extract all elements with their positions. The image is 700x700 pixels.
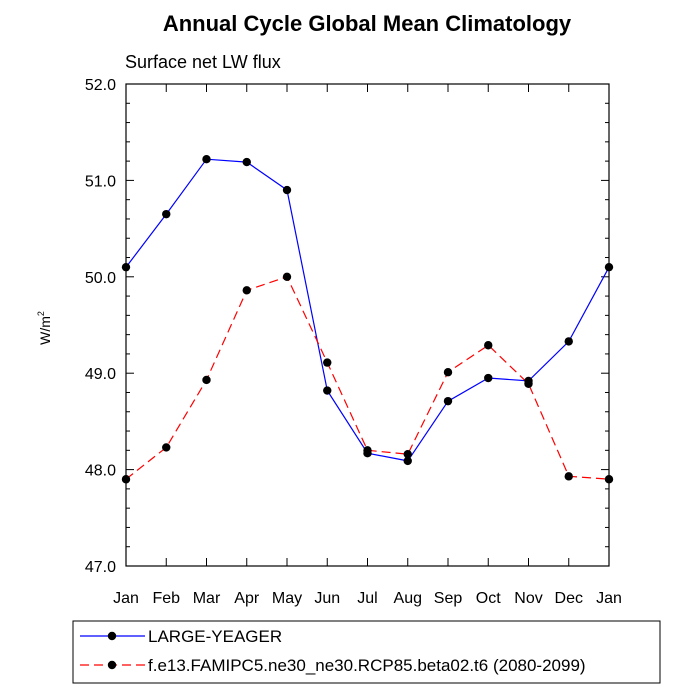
series-0-point bbox=[202, 154, 211, 164]
series-1-point bbox=[564, 472, 573, 481]
series-0-point bbox=[564, 337, 573, 346]
y-tick-label: 47.0 bbox=[85, 559, 116, 576]
plot-axes: 47.0 48.0 49.0 50.0 51.0 52.0 Jan Feb Mar Apr May J… bbox=[85, 77, 622, 607]
series-line-0 bbox=[125, 158, 610, 462]
series-1-point bbox=[282, 272, 292, 281]
legend-label-1: f.e13.FAMIPC5.ne30_ne30.RCP85.beta02.t6 … bbox=[148, 656, 586, 675]
y-axis-label-base: W/m bbox=[37, 316, 53, 345]
y-tick-label: 52.0 bbox=[85, 77, 116, 94]
legend-label-0: LARGE-YEAGER bbox=[148, 627, 282, 646]
y-tick-label: 51.0 bbox=[85, 173, 116, 190]
series-0-point bbox=[443, 396, 453, 406]
series-0-point bbox=[403, 456, 412, 466]
x-tick-label: May bbox=[272, 590, 302, 607]
chart-title: Annual Cycle Global Mean Climatology bbox=[163, 11, 572, 36]
x-tick-label: Mar bbox=[193, 590, 221, 607]
y-tick-label: 50.0 bbox=[85, 270, 116, 287]
legend-marker-0 bbox=[107, 631, 117, 641]
series-1-point bbox=[121, 475, 131, 484]
series-0-point bbox=[242, 157, 251, 167]
series-1-point bbox=[604, 475, 614, 484]
x-tick-label: Nov bbox=[514, 590, 542, 607]
x-tick-label: Aug bbox=[394, 590, 422, 607]
y-tick-label: 49.0 bbox=[85, 366, 116, 383]
y-tick-label: 48.0 bbox=[85, 463, 116, 480]
x-tick-label: Oct bbox=[476, 590, 501, 607]
x-tick-label: Jan bbox=[113, 590, 139, 607]
x-tick-label: Sep bbox=[434, 590, 463, 607]
series-0-point bbox=[484, 373, 493, 383]
plot-frame bbox=[125, 83, 610, 567]
x-tick-label: Jan bbox=[596, 590, 622, 607]
series-1-point bbox=[162, 443, 171, 452]
series-1-point bbox=[202, 375, 211, 385]
series-1-point bbox=[443, 368, 453, 377]
series-0-point bbox=[162, 209, 171, 219]
x-tick-label: Apr bbox=[234, 590, 260, 607]
chart-subtitle: Surface net LW flux bbox=[125, 52, 281, 72]
x-tick-label: Feb bbox=[152, 590, 180, 607]
x-tick-label: Jul bbox=[357, 590, 377, 607]
legend: LARGE-YEAGER f.e13.FAMIPC5.ne30_ne30.RCP… bbox=[72, 620, 661, 684]
series-0-point bbox=[604, 262, 614, 272]
y-axis-label: W/m2 bbox=[36, 311, 53, 345]
series-1-point bbox=[403, 449, 412, 459]
legend-marker-1 bbox=[107, 660, 117, 670]
x-tick-label: Jun bbox=[314, 590, 340, 607]
x-tick-label: Dec bbox=[555, 590, 583, 607]
legend-box bbox=[72, 620, 661, 684]
series-0-point bbox=[323, 386, 332, 395]
y-axis-label-exponent: 2 bbox=[36, 311, 46, 316]
series-0-point bbox=[121, 262, 131, 272]
series-1-point bbox=[323, 358, 332, 367]
series-1-point bbox=[242, 286, 251, 295]
plot-series bbox=[121, 154, 614, 484]
series-1-point bbox=[363, 446, 372, 455]
series-1-point bbox=[524, 379, 533, 389]
series-0-point bbox=[282, 185, 292, 195]
series-1-point bbox=[484, 341, 493, 350]
